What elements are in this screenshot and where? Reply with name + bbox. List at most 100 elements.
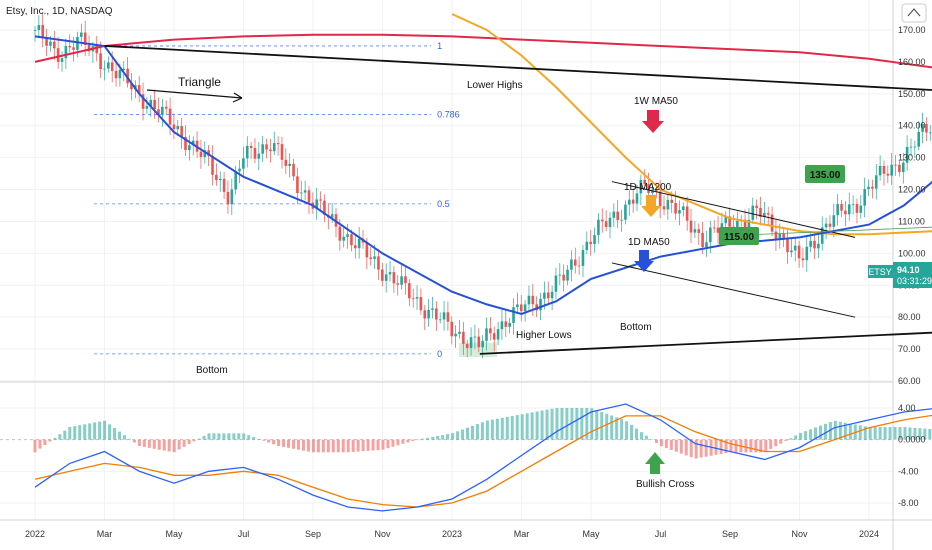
candle-body — [832, 215, 836, 227]
candle-body — [562, 274, 565, 281]
candle-body — [766, 213, 770, 215]
candle-body — [168, 108, 172, 125]
candle-body — [184, 136, 187, 151]
candle-body — [353, 245, 357, 249]
candle-body — [905, 146, 909, 163]
macd-histogram-bar — [734, 439, 738, 453]
candle-body — [52, 41, 56, 49]
candle-body — [743, 219, 747, 228]
macd-histogram-bar — [565, 408, 569, 440]
candle-body — [550, 291, 554, 299]
macd-histogram-bar — [277, 439, 281, 447]
candle-body — [701, 232, 704, 248]
candle-body — [481, 340, 484, 348]
macd-histogram-bar — [262, 439, 266, 441]
candle-body — [462, 331, 465, 344]
bottom-left-label: Bottom — [196, 365, 228, 376]
candle-body — [95, 46, 99, 54]
candle-body — [68, 45, 72, 48]
macd-histogram-bar — [600, 411, 604, 440]
lower-highs-label: Lower Highs — [467, 80, 523, 91]
candle-body — [855, 203, 859, 213]
triangle-label: Triangle — [178, 75, 221, 89]
candle-body — [658, 191, 662, 207]
candle-body — [516, 304, 519, 308]
price-tick-label: 140.00 — [898, 121, 926, 131]
settings-button[interactable] — [901, 3, 927, 23]
candle-body — [874, 175, 878, 189]
macd-histogram-bar — [530, 412, 534, 440]
candle-body — [643, 179, 647, 185]
macd-histogram-bar — [366, 439, 370, 451]
ma-1d50-arrow-icon — [634, 250, 654, 272]
price-tick-label: 150.00 — [898, 89, 926, 99]
macd-histogram-bar — [654, 439, 658, 444]
candle-body — [180, 126, 183, 137]
macd-histogram-bar — [252, 437, 256, 440]
fib-left-level-label: 0.786 — [437, 110, 460, 120]
macd-histogram-bar — [485, 420, 489, 440]
macd-histogram-bar — [147, 439, 151, 448]
macd-histogram-bar — [282, 439, 286, 447]
candle-body — [157, 109, 160, 116]
macd-histogram-bar — [689, 439, 693, 458]
candle-body — [616, 211, 620, 221]
candle-body — [901, 162, 905, 173]
macd-histogram-bar — [754, 439, 758, 453]
macd-histogram-bar — [426, 437, 430, 440]
macd-histogram-bar — [729, 439, 733, 453]
candle-body — [670, 199, 674, 204]
macd-histogram-bar — [441, 435, 445, 440]
candle-body — [535, 304, 538, 311]
candle-body — [465, 343, 469, 349]
price-tick-label: 110.00 — [898, 216, 925, 226]
macd-histogram-bar — [456, 431, 460, 440]
macd-histogram-bar — [635, 428, 639, 440]
candle-body — [894, 164, 897, 166]
macd-histogram-bar — [704, 439, 708, 457]
ma-1w50-line — [34, 33, 932, 69]
candle-body — [882, 165, 886, 174]
candle-body — [415, 297, 419, 299]
macd-histogram-bar — [630, 424, 634, 440]
macd-histogram-bar — [828, 422, 832, 440]
last-price-tag — [893, 262, 932, 288]
x-tick-label: 2023 — [442, 529, 462, 539]
candle-body — [627, 199, 631, 205]
macd-histogram-bar — [431, 436, 435, 440]
candle-body — [330, 214, 334, 218]
candle-body — [639, 179, 643, 194]
candle-body — [689, 220, 693, 233]
candle-body — [570, 259, 573, 270]
candle-body — [709, 227, 712, 243]
macd-histogram-bar — [242, 433, 246, 440]
x-tick-label: Mar — [97, 529, 113, 539]
price-tick-label: 130.00 — [898, 153, 926, 163]
macd-histogram-bar — [331, 439, 335, 453]
macd-histogram-bar — [769, 439, 773, 450]
macd-histogram-bar — [306, 439, 310, 452]
macd-histogram-bar — [202, 435, 206, 440]
bullish-cross-label: Bullish Cross — [636, 479, 694, 490]
macd-histogram-bar — [346, 439, 350, 453]
candle-body — [801, 258, 805, 261]
macd-histogram-bar — [585, 408, 589, 440]
candle-body — [755, 205, 758, 208]
candle-body — [87, 44, 91, 52]
candle-body — [411, 298, 415, 300]
candle-body — [782, 233, 785, 240]
candle-body — [323, 200, 326, 215]
candle-body — [786, 239, 789, 253]
macd-histogram-bar — [122, 435, 126, 440]
macd-histogram-bar — [500, 417, 504, 440]
ma-1d200-line — [451, 13, 932, 236]
candle-body — [693, 229, 697, 233]
macd-histogram-bar — [873, 427, 877, 440]
candle-body — [245, 145, 249, 159]
ma-1w50-arrow-icon — [642, 110, 664, 133]
macd-histogram-bar — [475, 424, 479, 440]
candle-body — [346, 234, 349, 237]
candle-body — [107, 62, 110, 69]
macd-histogram-bar — [391, 439, 395, 447]
